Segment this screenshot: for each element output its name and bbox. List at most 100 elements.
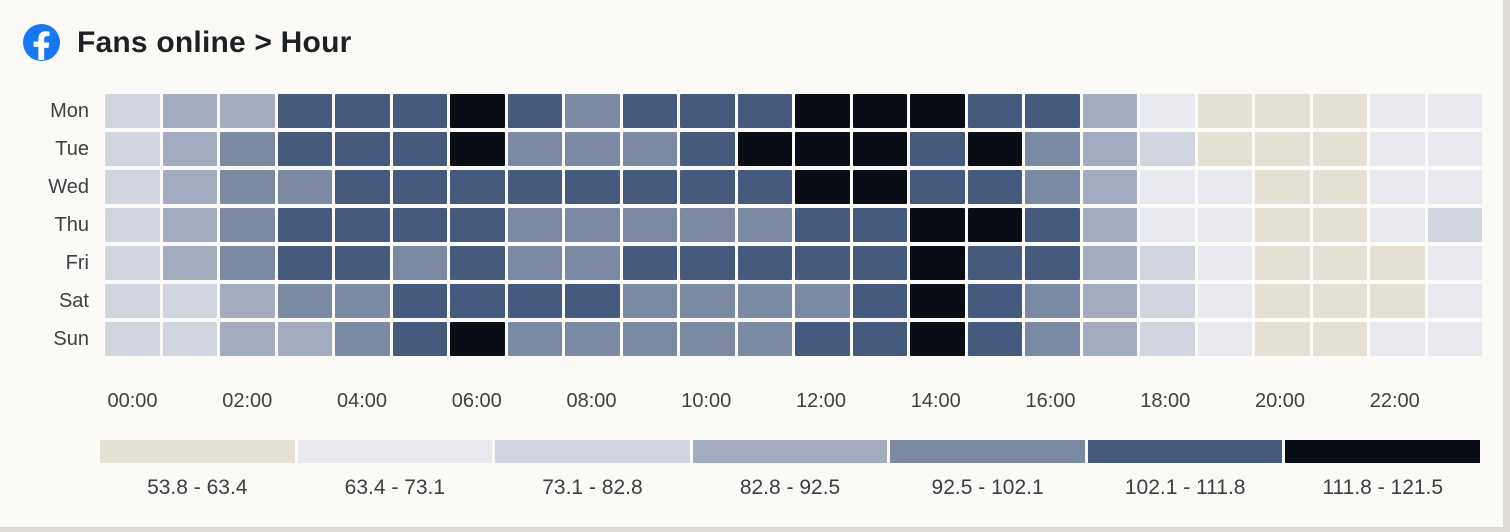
heatmap-cell-wed-01[interactable]: [162, 170, 217, 204]
heatmap-cell-thu-18[interactable]: [1140, 208, 1195, 242]
heatmap-cell-mon-17[interactable]: [1082, 94, 1137, 128]
heatmap-cell-wed-22[interactable]: [1370, 170, 1425, 204]
heatmap-cell-tue-16[interactable]: [1025, 132, 1080, 166]
heatmap-cell-wed-09[interactable]: [622, 170, 677, 204]
heatmap-cell-tue-20[interactable]: [1255, 132, 1310, 166]
heatmap-cell-mon-16[interactable]: [1025, 94, 1080, 128]
heatmap-cell-wed-20[interactable]: [1255, 170, 1310, 204]
heatmap-cell-mon-21[interactable]: [1312, 94, 1367, 128]
heatmap-cell-thu-03[interactable]: [277, 208, 332, 242]
heatmap-cell-thu-05[interactable]: [392, 208, 447, 242]
heatmap-cell-sun-10[interactable]: [680, 322, 735, 356]
heatmap-cell-fri-11[interactable]: [737, 246, 792, 280]
heatmap-cell-wed-05[interactable]: [392, 170, 447, 204]
heatmap-cell-mon-03[interactable]: [277, 94, 332, 128]
heatmap-cell-sat-23[interactable]: [1427, 284, 1482, 318]
heatmap-cell-thu-20[interactable]: [1255, 208, 1310, 242]
heatmap-cell-tue-17[interactable]: [1082, 132, 1137, 166]
heatmap-cell-sun-17[interactable]: [1082, 322, 1137, 356]
heatmap-cell-tue-08[interactable]: [565, 132, 620, 166]
heatmap-cell-fri-20[interactable]: [1255, 246, 1310, 280]
heatmap-cell-wed-07[interactable]: [507, 170, 562, 204]
heatmap-cell-tue-18[interactable]: [1140, 132, 1195, 166]
heatmap-cell-fri-14[interactable]: [910, 246, 965, 280]
heatmap-cell-sat-03[interactable]: [277, 284, 332, 318]
heatmap-cell-tue-00[interactable]: [105, 132, 160, 166]
heatmap-cell-thu-02[interactable]: [220, 208, 275, 242]
heatmap-cell-fri-09[interactable]: [622, 246, 677, 280]
heatmap-cell-sat-07[interactable]: [507, 284, 562, 318]
heatmap-cell-thu-09[interactable]: [622, 208, 677, 242]
heatmap-cell-wed-23[interactable]: [1427, 170, 1482, 204]
heatmap-cell-fri-13[interactable]: [852, 246, 907, 280]
heatmap-cell-sat-21[interactable]: [1312, 284, 1367, 318]
heatmap-cell-wed-13[interactable]: [852, 170, 907, 204]
heatmap-cell-fri-00[interactable]: [105, 246, 160, 280]
heatmap-cell-sat-11[interactable]: [737, 284, 792, 318]
heatmap-cell-fri-10[interactable]: [680, 246, 735, 280]
heatmap-cell-mon-01[interactable]: [162, 94, 217, 128]
heatmap-cell-sat-05[interactable]: [392, 284, 447, 318]
heatmap-cell-sun-11[interactable]: [737, 322, 792, 356]
heatmap-cell-sun-02[interactable]: [220, 322, 275, 356]
heatmap-cell-sun-07[interactable]: [507, 322, 562, 356]
heatmap-cell-wed-00[interactable]: [105, 170, 160, 204]
heatmap-cell-sun-23[interactable]: [1427, 322, 1482, 356]
heatmap-cell-fri-22[interactable]: [1370, 246, 1425, 280]
heatmap-cell-mon-10[interactable]: [680, 94, 735, 128]
heatmap-cell-mon-07[interactable]: [507, 94, 562, 128]
heatmap-cell-fri-06[interactable]: [450, 246, 505, 280]
heatmap-cell-sat-12[interactable]: [795, 284, 850, 318]
heatmap-cell-mon-13[interactable]: [852, 94, 907, 128]
heatmap-cell-thu-14[interactable]: [910, 208, 965, 242]
heatmap-cell-fri-05[interactable]: [392, 246, 447, 280]
heatmap-cell-sun-05[interactable]: [392, 322, 447, 356]
heatmap-cell-mon-11[interactable]: [737, 94, 792, 128]
heatmap-cell-tue-21[interactable]: [1312, 132, 1367, 166]
heatmap-cell-thu-10[interactable]: [680, 208, 735, 242]
heatmap-cell-sat-13[interactable]: [852, 284, 907, 318]
heatmap-cell-thu-08[interactable]: [565, 208, 620, 242]
heatmap-cell-wed-06[interactable]: [450, 170, 505, 204]
heatmap-cell-tue-14[interactable]: [910, 132, 965, 166]
heatmap-cell-thu-07[interactable]: [507, 208, 562, 242]
heatmap-cell-mon-23[interactable]: [1427, 94, 1482, 128]
heatmap-cell-wed-16[interactable]: [1025, 170, 1080, 204]
heatmap-cell-sat-02[interactable]: [220, 284, 275, 318]
heatmap-cell-tue-02[interactable]: [220, 132, 275, 166]
heatmap-cell-wed-11[interactable]: [737, 170, 792, 204]
heatmap-cell-mon-06[interactable]: [450, 94, 505, 128]
heatmap-cell-thu-11[interactable]: [737, 208, 792, 242]
heatmap-cell-sat-16[interactable]: [1025, 284, 1080, 318]
heatmap-cell-sat-15[interactable]: [967, 284, 1022, 318]
heatmap-cell-fri-01[interactable]: [162, 246, 217, 280]
heatmap-cell-fri-16[interactable]: [1025, 246, 1080, 280]
heatmap-cell-mon-04[interactable]: [335, 94, 390, 128]
heatmap-cell-sun-01[interactable]: [162, 322, 217, 356]
heatmap-cell-sun-20[interactable]: [1255, 322, 1310, 356]
heatmap-cell-fri-08[interactable]: [565, 246, 620, 280]
heatmap-cell-fri-02[interactable]: [220, 246, 275, 280]
heatmap-cell-sat-17[interactable]: [1082, 284, 1137, 318]
heatmap-cell-fri-04[interactable]: [335, 246, 390, 280]
heatmap-cell-wed-14[interactable]: [910, 170, 965, 204]
heatmap-cell-tue-06[interactable]: [450, 132, 505, 166]
heatmap-cell-mon-20[interactable]: [1255, 94, 1310, 128]
heatmap-cell-tue-13[interactable]: [852, 132, 907, 166]
heatmap-cell-sun-14[interactable]: [910, 322, 965, 356]
heatmap-cell-tue-19[interactable]: [1197, 132, 1252, 166]
heatmap-cell-mon-14[interactable]: [910, 94, 965, 128]
heatmap-cell-wed-18[interactable]: [1140, 170, 1195, 204]
heatmap-cell-wed-03[interactable]: [277, 170, 332, 204]
heatmap-cell-wed-08[interactable]: [565, 170, 620, 204]
heatmap-cell-tue-10[interactable]: [680, 132, 735, 166]
heatmap-cell-thu-22[interactable]: [1370, 208, 1425, 242]
heatmap-cell-mon-18[interactable]: [1140, 94, 1195, 128]
heatmap-cell-sat-14[interactable]: [910, 284, 965, 318]
heatmap-cell-thu-04[interactable]: [335, 208, 390, 242]
heatmap-cell-mon-09[interactable]: [622, 94, 677, 128]
heatmap-cell-mon-05[interactable]: [392, 94, 447, 128]
heatmap-cell-tue-04[interactable]: [335, 132, 390, 166]
heatmap-cell-sun-09[interactable]: [622, 322, 677, 356]
heatmap-cell-thu-13[interactable]: [852, 208, 907, 242]
